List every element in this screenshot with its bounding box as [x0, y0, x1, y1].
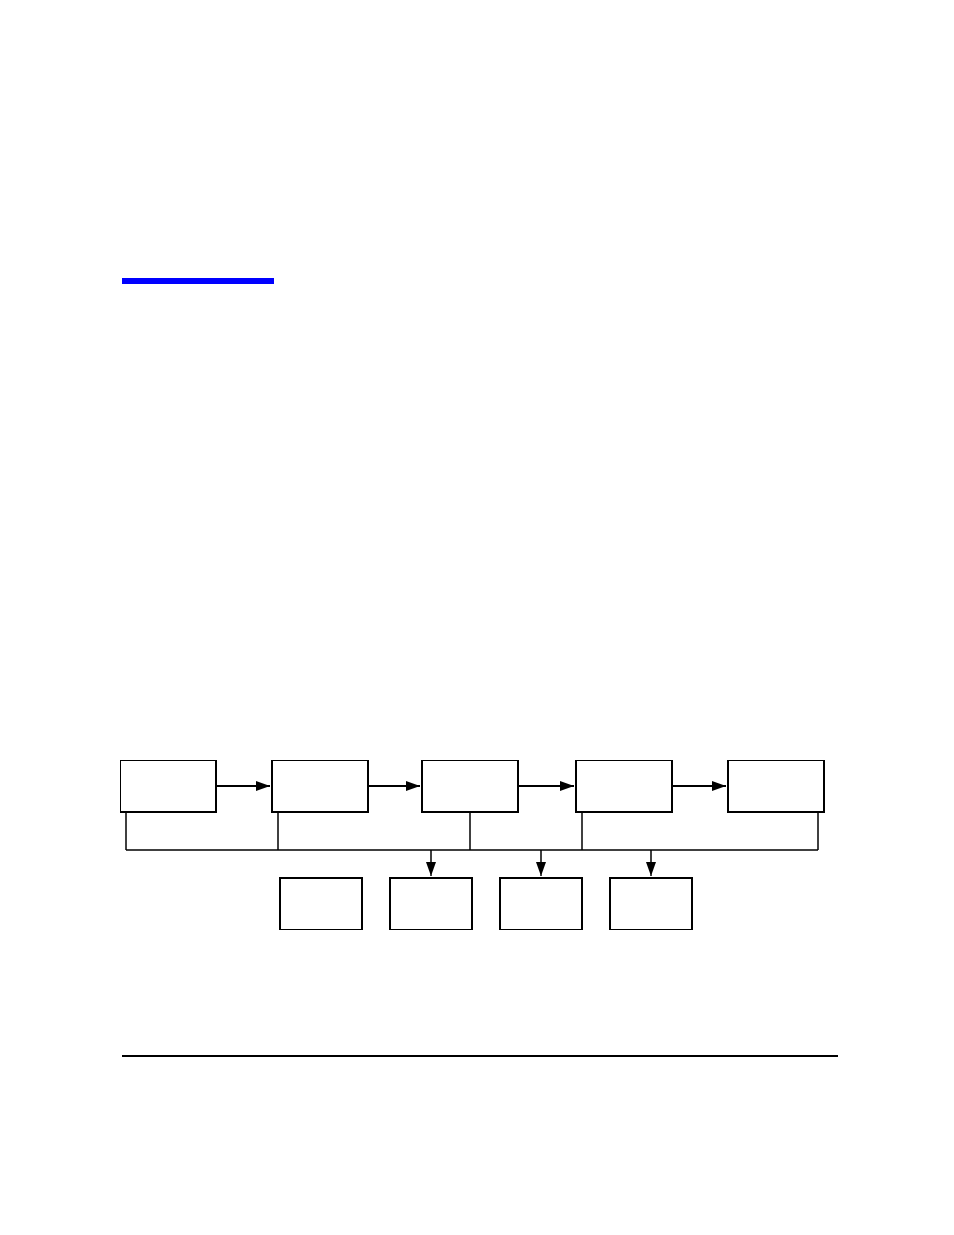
blue-horizontal-rule — [122, 278, 274, 284]
page — [0, 0, 954, 1235]
bottom-horizontal-rule — [122, 1055, 838, 1057]
flowchart-diagram — [120, 760, 840, 930]
